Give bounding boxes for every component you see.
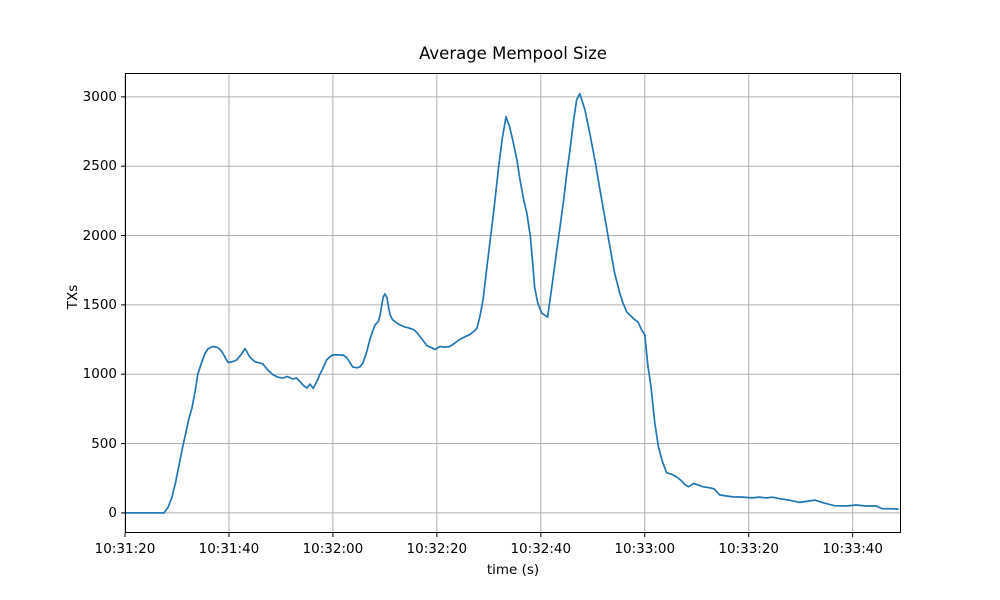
x-tick-label: 10:32:00 xyxy=(302,541,364,557)
x-tick-label: 10:31:40 xyxy=(198,541,260,557)
y-tick-label: 2000 xyxy=(82,227,117,244)
x-tick-label: 10:31:20 xyxy=(94,541,156,557)
y-tick-label: 3000 xyxy=(82,88,117,105)
y-tick-label: 1000 xyxy=(82,366,117,383)
x-tick-label: 10:32:20 xyxy=(406,541,468,557)
x-tick-label: 10:33:40 xyxy=(822,541,883,557)
chart-title: Average Mempool Size xyxy=(419,44,607,63)
y-tick-label: 0 xyxy=(108,504,117,521)
plot-area xyxy=(121,73,901,537)
x-tick-label: 10:33:00 xyxy=(614,541,676,557)
mempool-series-line xyxy=(124,92,899,514)
y-tick-label: 500 xyxy=(91,435,117,452)
y-tick-label: 2500 xyxy=(82,158,117,175)
x-axis-label: time (s) xyxy=(486,562,540,578)
x-tick-label: 10:32:40 xyxy=(510,541,572,557)
y-tick-label: 1500 xyxy=(82,296,117,313)
plot-spines xyxy=(125,73,901,533)
x-tick-label: 10:33:20 xyxy=(718,541,780,557)
